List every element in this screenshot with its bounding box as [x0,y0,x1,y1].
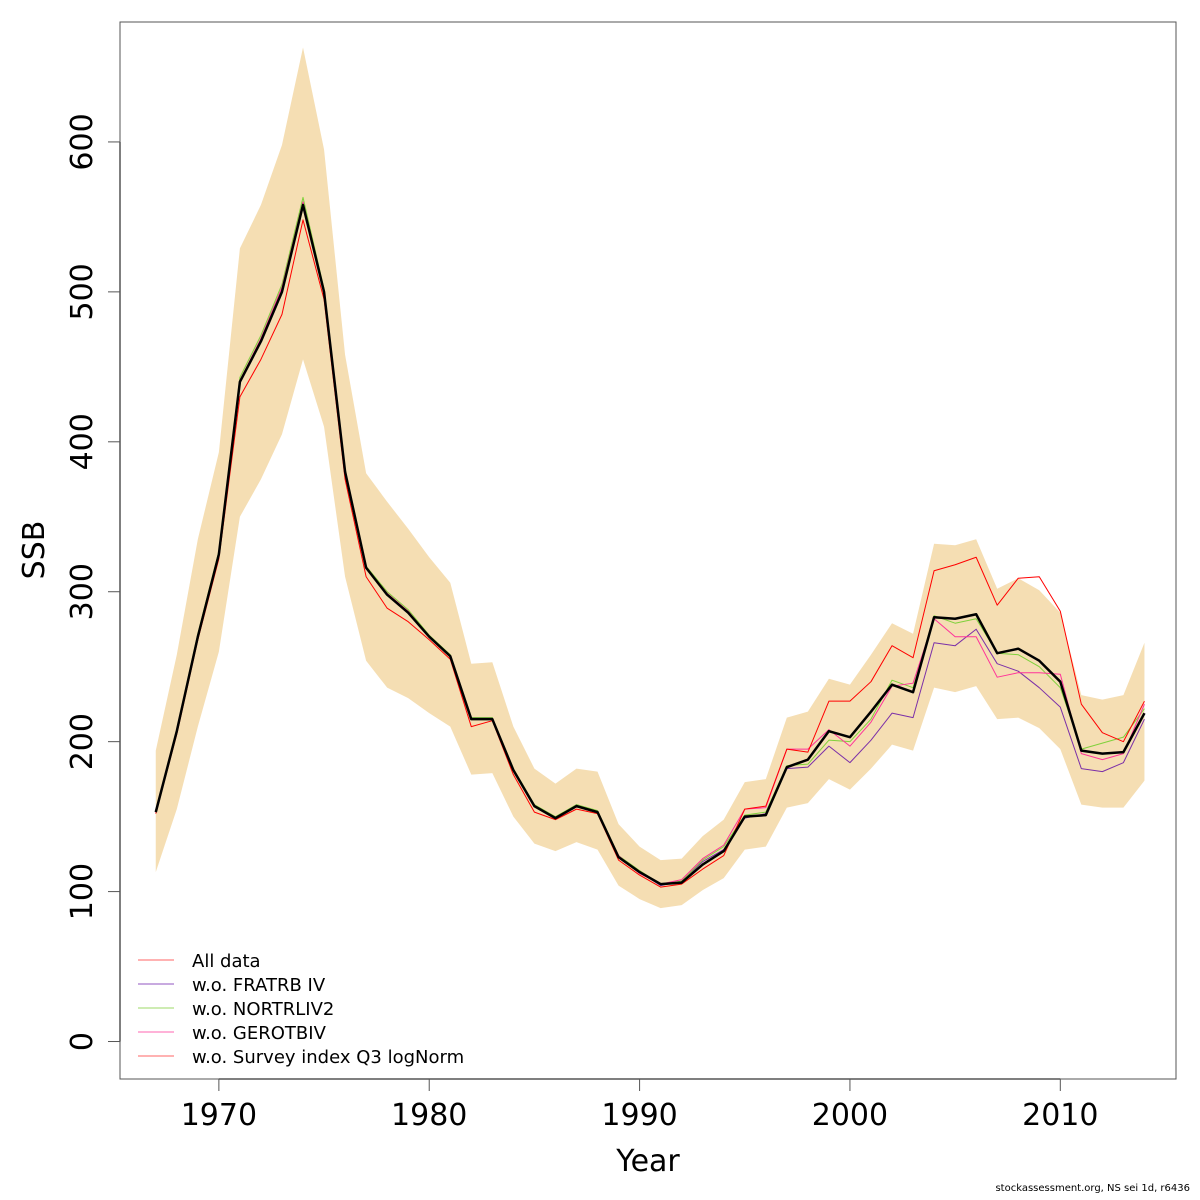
y-tick-label: 200 [65,713,100,770]
series-line-w-o-survey-index-q3-lognorm [155,219,1145,888]
legend: All data w.o. FRATRB IV w.o. NORTRLIV2 w.o.… [138,951,464,1068]
y-tick-label: 400 [65,413,100,470]
legend-label: w.o. Survey index Q3 logNorm [192,1047,464,1068]
y-tick-label: 100 [65,863,100,920]
legend-label: w.o. GEROTBIV [192,1023,327,1044]
x-axis-title: Year [615,1144,680,1179]
x-tick-label: 2000 [812,1098,888,1133]
legend-item: w.o. GEROTBIV [138,1023,327,1044]
legend-label: w.o. FRATRB IV [192,975,326,996]
legend-label: All data [192,951,261,972]
x-tick-label: 2010 [1022,1098,1098,1133]
y-axis: 0 100 200 300 400 500 600 [65,113,121,1051]
x-tick-label: 1970 [181,1098,257,1133]
x-tick-label: 1980 [391,1098,467,1133]
confidence-band-layer [155,47,1145,909]
series-layer [154,196,1146,888]
legend-item: w.o. NORTRLIV2 [138,999,334,1020]
legend-label: w.o. NORTRLIV2 [192,999,334,1020]
x-axis: 1970 1980 1990 2000 2010 [181,1078,1098,1133]
series-line-all-data [154,203,1146,886]
y-tick-label: 500 [65,263,100,320]
x-tick-label: 1990 [601,1098,677,1133]
y-tick-label: 0 [65,1032,100,1051]
footer-credit: stockassessment.org, NS sei 1d, r6436 [995,1183,1190,1194]
y-tick-label: 300 [65,563,100,620]
confidence-band [155,47,1145,909]
y-tick-label: 600 [65,113,100,170]
legend-item: w.o. Survey index Q3 logNorm [138,1047,464,1068]
y-axis-title: SSB [17,521,52,580]
legend-item: w.o. FRATRB IV [138,975,326,996]
legend-item: All data [138,951,261,972]
